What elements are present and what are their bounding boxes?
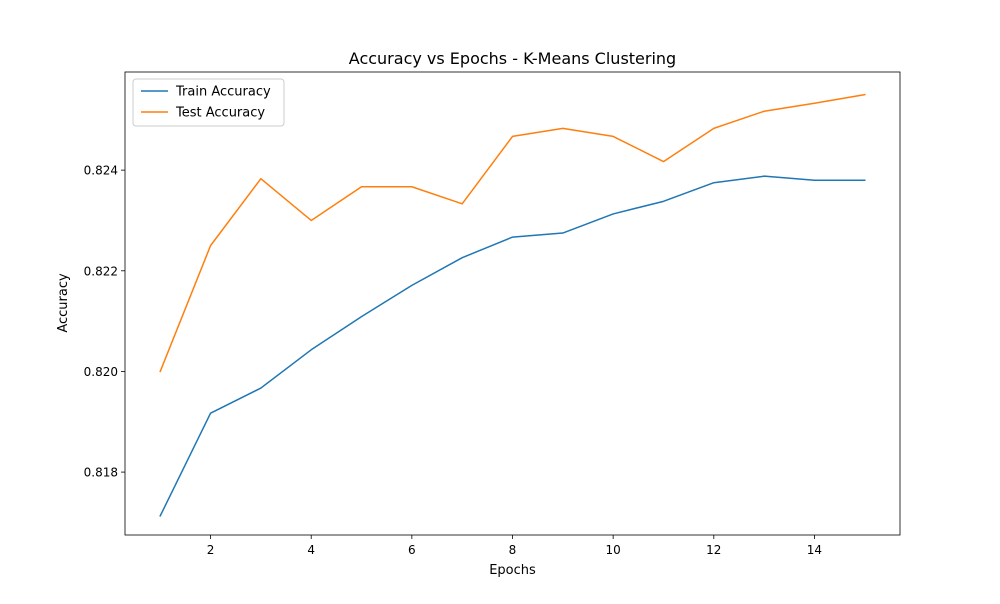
series-line-1 [159, 93, 866, 373]
legend-box [132, 78, 285, 127]
x-tick-label: 14 [807, 543, 822, 557]
x-tick-label: 10 [606, 543, 621, 557]
y-tick-label: 0.820 [84, 365, 118, 379]
y-tick-label: 0.818 [84, 466, 118, 480]
x-tick-label: 6 [408, 543, 416, 557]
x-tick-label: 8 [509, 543, 517, 557]
y-tick-label: 0.822 [84, 264, 118, 278]
plot-area: 2 4 6 8 10 12 14 0.818 0.820 0.822 0.824 [84, 71, 901, 557]
y-tick-label: 0.824 [84, 164, 118, 178]
chart-title: Accuracy vs Epochs - K-Means Clustering [349, 49, 676, 68]
y-axis-label: Accuracy [56, 273, 71, 333]
x-tick-label: 2 [207, 543, 215, 557]
x-tick-label: 12 [706, 543, 721, 557]
legend-label-0: Train Accuracy [175, 85, 271, 100]
legend: Train Accuracy Test Accuracy [132, 78, 285, 127]
x-axis-label: Epochs [489, 563, 536, 578]
series-line-0 [159, 175, 866, 517]
legend-label-1: Test Accuracy [175, 106, 265, 121]
x-tick-label: 4 [307, 543, 315, 557]
